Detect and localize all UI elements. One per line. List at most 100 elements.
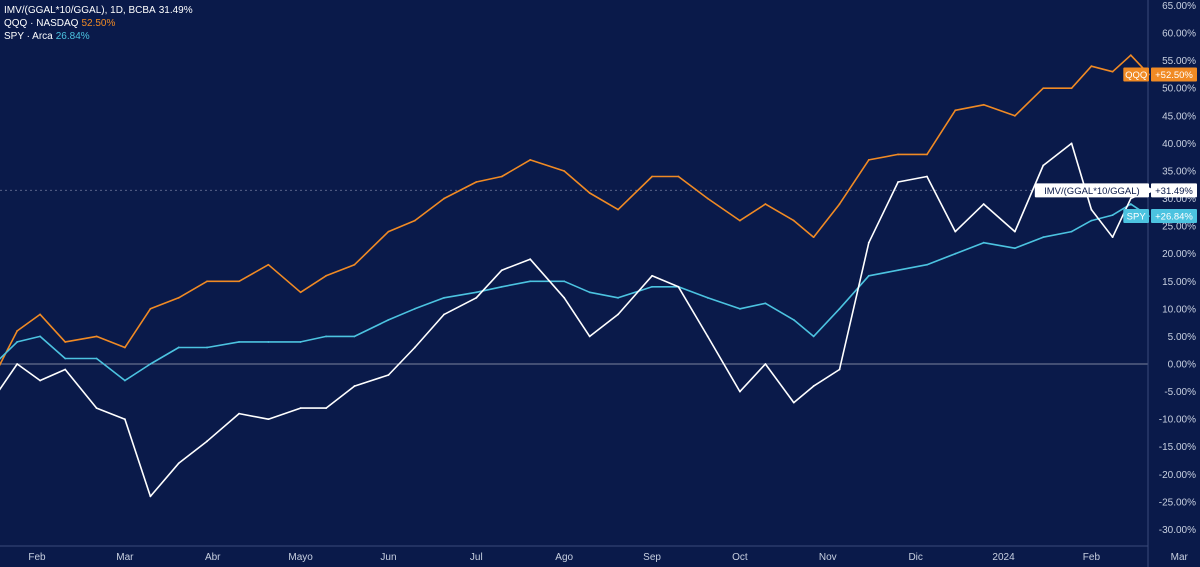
y-tick-label: 10.00%	[1162, 304, 1196, 315]
data-point-imv	[123, 418, 126, 421]
data-point-qqq	[16, 330, 19, 332]
data-point-qqq	[617, 208, 619, 211]
data-point-imv	[325, 407, 328, 410]
data-point-qqq	[387, 230, 390, 233]
x-tick-label: Ago	[555, 552, 573, 563]
data-point-spy	[267, 341, 270, 343]
y-tick-label: 35.00%	[1162, 166, 1196, 177]
data-point-spy	[982, 241, 985, 244]
x-tick-label: Jul	[470, 552, 483, 563]
data-point-imv	[897, 181, 899, 183]
legend-imv-value: 31.49%	[158, 5, 193, 16]
y-tick-label: -10.00%	[1159, 415, 1196, 426]
data-point-spy	[706, 296, 709, 299]
data-point-qqq	[413, 219, 416, 222]
price-label-qqq-tag	[1123, 67, 1149, 82]
data-point-qqq	[651, 175, 653, 178]
price-label-spy-tag	[1123, 208, 1149, 223]
data-point-imv	[1129, 197, 1132, 200]
data-point-spy	[299, 341, 302, 343]
data-point-imv	[353, 385, 356, 387]
data-point-imv	[95, 407, 98, 410]
legend-row-qqq[interactable]: QQQ · NASDAQ 52.50%	[4, 17, 196, 30]
y-tick-label: 30.00%	[1162, 194, 1196, 205]
price-label-imv-name: IMV/(GGAL*10/GGAL)	[1044, 186, 1140, 197]
legend-spy-value: 26.84%	[55, 31, 90, 42]
y-tick-label: 40.00%	[1162, 139, 1196, 150]
data-point-spy	[1111, 214, 1114, 216]
data-point-imv	[867, 241, 870, 244]
y-tick-label: 65.00%	[1162, 1, 1196, 12]
data-point-qqq	[206, 280, 208, 283]
x-tick-label: Jun	[380, 552, 396, 563]
data-point-spy	[1129, 203, 1132, 205]
data-point-spy	[64, 357, 67, 360]
data-point-spy	[443, 296, 446, 299]
price-label-spy-box	[1151, 208, 1197, 223]
data-point-imv	[64, 368, 67, 371]
data-point-imv	[299, 407, 302, 410]
data-point-qqq	[954, 109, 957, 112]
data-point-spy	[1090, 219, 1093, 222]
data-point-spy	[838, 307, 841, 310]
x-tick-label: Mayo	[288, 552, 313, 563]
data-point-spy	[149, 363, 152, 365]
data-point-imv	[1090, 208, 1093, 211]
data-point-qqq	[982, 103, 985, 106]
data-point-imv	[267, 418, 270, 421]
y-tick-label: 60.00%	[1162, 29, 1196, 40]
series-line-imv	[0, 142, 1150, 498]
data-point-spy	[177, 346, 180, 349]
y-tick-label: 55.00%	[1162, 56, 1196, 67]
y-tick-label: 20.00%	[1162, 249, 1196, 260]
series-line-qqq	[0, 54, 1150, 367]
data-point-imv	[677, 285, 680, 288]
legend-qqq-name: QQQ · NASDAQ	[4, 18, 79, 29]
data-point-spy	[206, 346, 208, 349]
data-point-qqq	[95, 335, 98, 338]
data-point-imv	[1111, 236, 1114, 239]
data-point-qqq	[764, 203, 767, 205]
data-point-spy	[897, 269, 899, 272]
x-tick-label: Nov	[819, 552, 837, 563]
data-point-spy	[651, 285, 653, 288]
data-point-spy	[588, 291, 591, 294]
data-point-imv	[529, 258, 532, 261]
data-point-imv	[1013, 230, 1016, 233]
data-point-qqq	[838, 203, 841, 205]
data-point-qqq	[1129, 54, 1132, 57]
data-point-qqq	[897, 153, 899, 156]
data-point-qqq	[1070, 87, 1073, 90]
data-point-spy	[95, 357, 98, 360]
y-tick-label: -20.00%	[1159, 470, 1196, 481]
data-point-imv	[792, 401, 795, 404]
x-tick-label: Mar	[1171, 552, 1189, 563]
x-tick-label: Oct	[732, 552, 748, 563]
data-point-qqq	[267, 263, 270, 266]
data-point-imv	[706, 335, 709, 338]
data-point-spy	[238, 341, 240, 343]
x-tick-label: Mar	[116, 552, 134, 563]
x-tick-label: Dic	[908, 552, 922, 563]
data-point-imv	[1070, 142, 1073, 145]
data-point-spy	[39, 335, 42, 338]
data-point-spy	[1070, 230, 1073, 233]
data-point-imv	[206, 440, 208, 443]
data-point-spy	[123, 379, 126, 382]
data-point-spy	[867, 274, 870, 277]
price-label-imv-value: +31.49%	[1155, 186, 1193, 197]
data-point-qqq	[123, 346, 126, 349]
legend-qqq-value: 52.50%	[81, 18, 116, 29]
x-tick-label: Abr	[205, 552, 221, 563]
legend-row-spy[interactable]: SPY · Arca 26.84%	[4, 30, 196, 43]
data-point-imv	[651, 274, 653, 277]
data-point-qqq	[867, 159, 870, 161]
data-point-spy	[812, 335, 815, 338]
legend-row-imv[interactable]: IMV/(GGAL*10/GGAL), 1D, BCBA 31.49%	[4, 4, 196, 17]
data-point-qqq	[443, 197, 446, 200]
data-point-imv	[149, 495, 152, 498]
data-point-spy	[739, 307, 741, 310]
data-point-qqq	[149, 307, 152, 310]
data-point-imv	[475, 296, 478, 299]
